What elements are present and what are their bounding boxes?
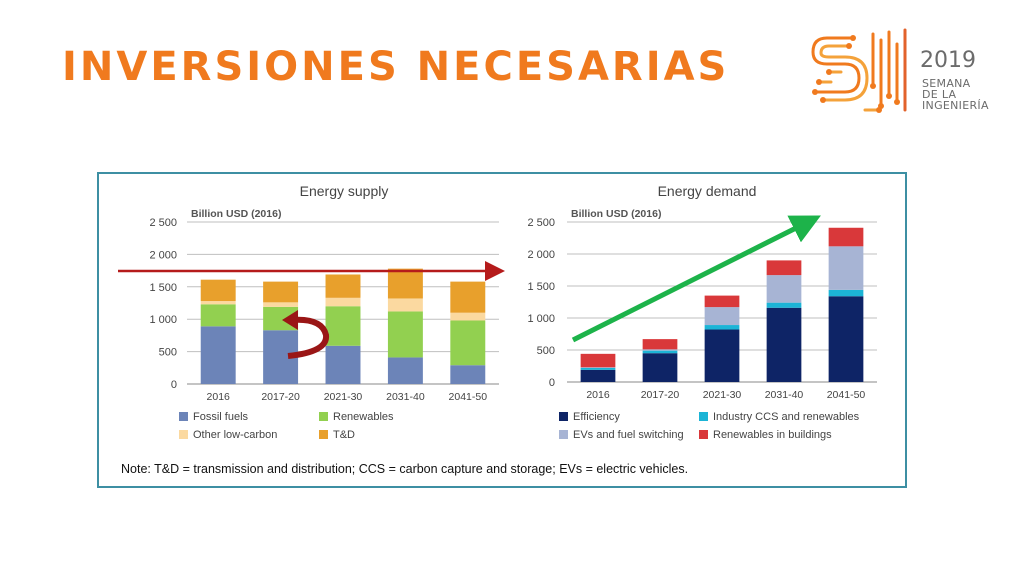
chart2-bar-1 (580, 369, 616, 382)
chart2-legend-swatch (559, 430, 568, 439)
semana-ingenieria-logo (811, 28, 907, 113)
chart1-bar-2 (200, 304, 236, 327)
chart1-bar-4 (200, 279, 236, 302)
chart1-legend-label: Renewables (333, 411, 394, 423)
chart1-bar-1 (450, 365, 486, 384)
chart2-ytick-label: 2 000 (527, 249, 555, 261)
chart1-xtick-label: 2016 (207, 391, 231, 403)
chart1-legend-label: Other low-carbon (193, 429, 277, 441)
logo-line-3: INGENIERÍA (922, 99, 989, 112)
chart-panel: Energy supply Billion USD (2016) 0 500 1 000… (97, 172, 907, 488)
chart2-ytick-label: 1 000 (527, 313, 555, 325)
chart1-legend-swatch (179, 430, 188, 439)
chart1-bar-2 (263, 306, 299, 331)
chart2-unit-label: Billion USD (2016) (571, 208, 661, 220)
chart2-bar-1 (766, 307, 802, 382)
chart2-bar-2 (580, 367, 616, 370)
chart2-xtick-label: 2021-30 (703, 389, 742, 401)
chart1-bar-3 (450, 312, 486, 321)
logo-line-2: DE LA (922, 88, 957, 101)
chart1-bar-3 (325, 297, 361, 307)
chart-note: Note: T&D = transmission and distributio… (121, 462, 689, 476)
chart2-bar-4 (828, 227, 864, 247)
chart1-bar-1 (325, 345, 361, 384)
chart2-legend-label: Industry CCS and renewables (713, 411, 860, 423)
chart1-ytick-label: 0 (171, 379, 177, 391)
chart2-bar-1 (642, 353, 678, 382)
chart1-ytick-label: 500 (159, 347, 177, 359)
chart2-legend-label: Efficiency (573, 411, 620, 423)
chart2-bar-4 (766, 260, 802, 276)
chart2-legend-label: Renewables in buildings (713, 429, 832, 441)
chart2-legend-swatch (699, 430, 708, 439)
chart2-ytick-label: 500 (537, 345, 555, 357)
chart2-bar-4 (704, 295, 740, 308)
chart1-xtick-label: 2017-20 (261, 391, 300, 403)
chart1-legend-label: T&D (333, 429, 355, 441)
chart2-xtick-label: 2041-50 (827, 389, 866, 401)
chart2-bar-1 (828, 296, 864, 382)
chart2-bar-2 (766, 302, 802, 308)
chart1-bar-1 (200, 326, 236, 384)
chart2-title: Energy demand (658, 183, 757, 199)
chart2-bar-3 (642, 349, 678, 351)
slide-title: INVERSIONES NECESARIAS (62, 44, 730, 90)
chart1-bar-2 (325, 306, 361, 346)
chart2-bar-4 (642, 339, 678, 350)
chart2-bar-2 (828, 289, 864, 297)
chart1-legend-swatch (179, 412, 188, 421)
logo-line-1: SEMANA (922, 77, 971, 90)
chart1-bar-4 (450, 281, 486, 313)
chart1-unit-label: Billion USD (2016) (191, 208, 281, 220)
chart1-bar-2 (387, 311, 423, 358)
chart1-bar-4 (263, 281, 299, 303)
chart2-xtick-label: 2016 (586, 389, 610, 401)
chart1-legend-swatch (319, 412, 328, 421)
chart1-bar-4 (387, 268, 423, 299)
chart2-ytick-label: 2 500 (527, 217, 555, 229)
chart1-legend-swatch (319, 430, 328, 439)
chart2-legend-swatch (559, 412, 568, 421)
chart1-ytick-label: 2 000 (149, 249, 177, 261)
chart1-ytick-label: 1 000 (149, 314, 177, 326)
chart1-title: Energy supply (300, 183, 389, 199)
chart1-bar-3 (200, 301, 236, 305)
charts-svg: Energy supply Billion USD (2016) 0 500 1 000… (149, 183, 877, 441)
chart2-bar-2 (704, 325, 740, 330)
chart2-bar-3 (766, 275, 802, 303)
chart1-legend-label: Fossil fuels (193, 411, 249, 423)
chart1-ytick-label: 1 500 (149, 282, 177, 294)
chart1-bar-2 (450, 320, 486, 366)
chart2-xtick-label: 2031-40 (765, 389, 804, 401)
chart2-bar-1 (704, 329, 740, 382)
chart2-bar-3 (580, 367, 616, 368)
chart1-xtick-label: 2041-50 (449, 391, 488, 403)
chart1-ytick-label: 2 500 (149, 217, 177, 229)
chart2-bar-3 (704, 307, 740, 326)
chart1-bar-3 (387, 298, 423, 312)
chart2-ytick-label: 0 (549, 377, 555, 389)
chart1-bar-1 (263, 330, 299, 384)
chart2-ytick-label: 1 500 (527, 281, 555, 293)
chart2-xtick-label: 2017-20 (641, 389, 680, 401)
chart2-legend-swatch (699, 412, 708, 421)
chart1-bar-4 (325, 274, 361, 298)
chart1-bar-1 (387, 357, 423, 384)
chart1-xtick-label: 2021-30 (324, 391, 363, 403)
logo-year: 2019 (920, 48, 976, 73)
chart1-bar-3 (263, 302, 299, 307)
chart1-xtick-label: 2031-40 (386, 391, 425, 403)
chart2-bar-2 (642, 350, 678, 354)
chart2-bar-4 (580, 353, 616, 368)
chart2-bar-3 (828, 246, 864, 290)
chart2-legend-label: EVs and fuel switching (573, 429, 684, 441)
